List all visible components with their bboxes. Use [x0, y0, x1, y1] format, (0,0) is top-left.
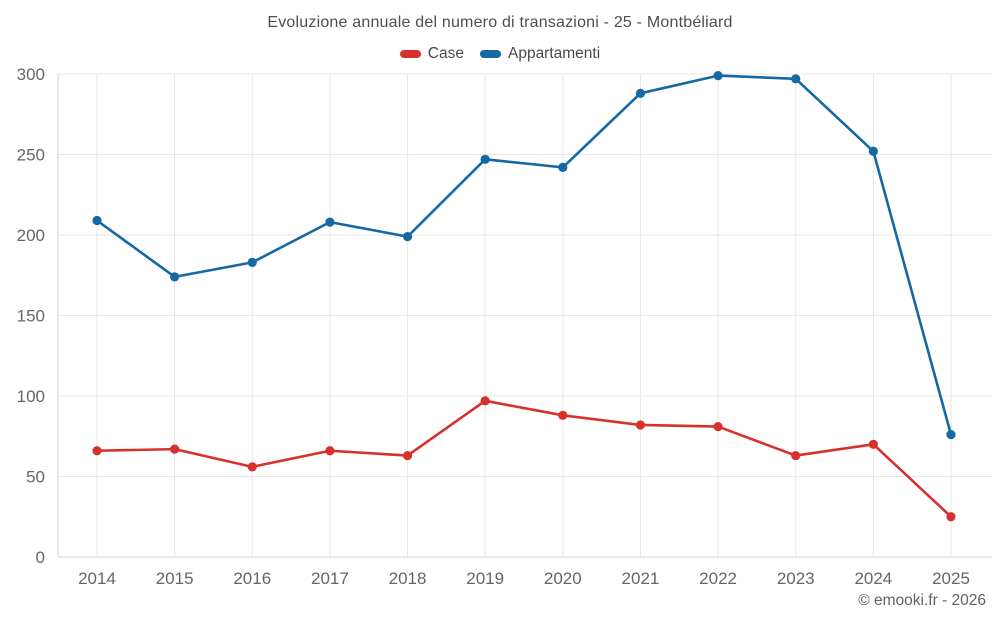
data-point-case-2020[interactable] [558, 410, 568, 420]
x-axis-tick-label-2023: 2023 [777, 569, 815, 588]
data-point-appartamenti-2021[interactable] [635, 88, 646, 98]
copyright-text: © emooki.fr - 2026 [858, 592, 986, 609]
series-case [92, 396, 956, 522]
y-axis-tick-label-50: 50 [26, 468, 45, 487]
legend-swatch-appartamenti-icon [479, 50, 501, 58]
data-point-case-2017[interactable] [325, 446, 335, 456]
series-line-appartamenti [95, 74, 953, 436]
data-point-appartamenti-2015[interactable] [170, 272, 180, 282]
data-point-appartamenti-2022[interactable] [713, 71, 723, 81]
x-axis-tick-label-2022: 2022 [699, 569, 737, 588]
legend-swatch-case-icon [399, 50, 421, 58]
x-axis-tick-label-2018: 2018 [389, 569, 427, 588]
x-axis-tick-label-2021: 2021 [622, 569, 660, 588]
legend-item-case[interactable]: Case [399, 45, 464, 63]
data-point-appartamenti-2018[interactable] [402, 232, 413, 242]
data-point-appartamenti-2014[interactable] [92, 215, 102, 226]
chart-title: Evoluzione annuale del numero di transaz… [267, 14, 733, 31]
data-point-case-2018[interactable] [402, 450, 413, 461]
series-appartamenti [92, 71, 956, 440]
data-point-appartamenti-2024[interactable] [868, 146, 878, 156]
x-axis-tick-label-2016: 2016 [233, 569, 271, 588]
y-axis-tick-label-100: 100 [17, 387, 45, 406]
x-axis-tick-label-2015: 2015 [156, 569, 194, 588]
data-point-appartamenti-2019[interactable] [480, 154, 490, 164]
data-point-appartamenti-2025[interactable] [946, 430, 956, 440]
data-point-appartamenti-2023[interactable] [791, 74, 801, 84]
legend: Case Appartamenti [0, 44, 1000, 64]
legend-item-appartamenti[interactable]: Appartamenti [479, 45, 601, 63]
y-axis-tick-label-200: 200 [17, 226, 45, 245]
x-axis-tick-label-2014: 2014 [78, 569, 116, 588]
data-point-appartamenti-2016[interactable] [247, 257, 257, 267]
y-axis-tick-label-150: 150 [17, 307, 45, 326]
series-line-case [95, 399, 953, 519]
x-axis-tick-label-2019: 2019 [466, 569, 504, 588]
data-point-case-2015[interactable] [170, 444, 180, 454]
y-axis-tick-label-300: 300 [17, 65, 45, 84]
data-point-case-2022[interactable] [713, 421, 723, 432]
x-axis-tick-label-2020: 2020 [544, 569, 582, 588]
x-axis-tick-label-2025: 2025 [932, 569, 970, 588]
data-point-case-2021[interactable] [635, 420, 646, 430]
legend-label-case: Case [427, 45, 464, 62]
data-point-case-2019[interactable] [480, 396, 490, 406]
legend-label-appartamenti: Appartamenti [507, 45, 601, 62]
data-point-appartamenti-2017[interactable] [325, 217, 335, 227]
x-axis-tick-label-2017: 2017 [311, 569, 349, 588]
y-axis-tick-label-0: 0 [36, 548, 45, 567]
data-point-case-2016[interactable] [247, 462, 257, 472]
y-axis-tick-label-250: 250 [17, 146, 45, 165]
data-point-case-2025[interactable] [946, 512, 956, 522]
data-point-case-2024[interactable] [868, 439, 878, 449]
data-point-appartamenti-2020[interactable] [558, 162, 568, 172]
data-point-case-2014[interactable] [92, 446, 102, 456]
x-axis-tick-label-2024: 2024 [854, 569, 892, 588]
data-point-case-2023[interactable] [791, 450, 801, 461]
